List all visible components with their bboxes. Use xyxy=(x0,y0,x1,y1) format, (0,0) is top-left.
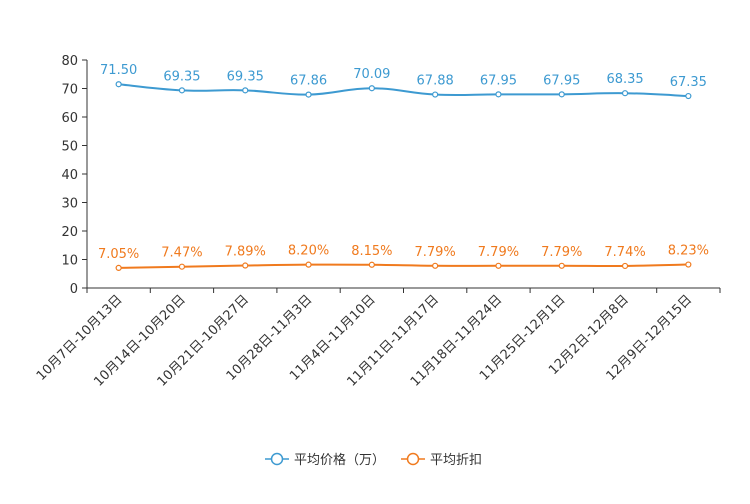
data-label: 8.15% xyxy=(351,244,392,259)
data-point xyxy=(495,262,502,269)
y-tick-label: 60 xyxy=(61,111,78,126)
series-1: 7.05% 7.47% 7.89% 8.20% 8.15% 7.79% 7.79% 7.79%… xyxy=(98,244,709,272)
data-point xyxy=(621,262,629,270)
data-point xyxy=(432,91,439,98)
data-point xyxy=(621,90,629,97)
series-line xyxy=(118,263,689,269)
data-label: 7.89% xyxy=(225,245,266,260)
legend-marker-icon xyxy=(406,452,420,466)
data-label: 7.79% xyxy=(541,245,582,260)
y-tick-label: 30 xyxy=(61,197,78,212)
data-point xyxy=(685,92,692,100)
legend: 平均价格（万） 平均折扣 xyxy=(265,452,482,468)
data-label: 68.35 xyxy=(606,72,643,87)
data-label: 69.35 xyxy=(163,69,200,84)
data-label: 67.95 xyxy=(543,73,580,88)
data-point xyxy=(558,91,565,98)
y-tick-label: 40 xyxy=(61,168,78,183)
data-label: 69.35 xyxy=(227,69,264,84)
data-point xyxy=(432,262,439,269)
data-point xyxy=(558,262,565,269)
series-line xyxy=(118,83,689,98)
data-point xyxy=(242,87,249,94)
data-point xyxy=(115,264,122,272)
data-point xyxy=(368,261,375,268)
data-label: 67.35 xyxy=(670,75,707,90)
data-label: 70.09 xyxy=(353,67,390,82)
data-label: 71.50 xyxy=(100,63,137,78)
data-point xyxy=(495,91,502,98)
data-label: 7.47% xyxy=(161,246,202,261)
data-label: 67.86 xyxy=(290,74,327,89)
data-label: 7.79% xyxy=(478,245,519,260)
data-point xyxy=(685,261,692,268)
y-tick-label: 70 xyxy=(61,83,78,98)
data-label: 7.74% xyxy=(604,245,645,260)
y-tick-label: 80 xyxy=(61,54,78,69)
legend-marker-icon xyxy=(270,452,284,466)
data-label: 8.20% xyxy=(288,244,329,259)
data-point xyxy=(305,91,312,98)
data-label: 8.23% xyxy=(668,244,709,259)
data-point xyxy=(178,87,186,94)
data-label: 67.95 xyxy=(480,73,517,88)
data-point xyxy=(305,261,312,268)
data-point xyxy=(178,263,186,270)
data-point xyxy=(368,85,375,92)
data-point xyxy=(115,81,122,88)
series-layer: 71.50 69.35 69.35 67.86 70.09 67.88 67.95 67.95… xyxy=(98,63,709,272)
series-0: 71.50 69.35 69.35 67.86 70.09 67.88 67.95 67.95… xyxy=(100,63,707,100)
y-tick-label: 10 xyxy=(61,254,78,269)
legend-item-1: 平均折扣 xyxy=(401,452,482,468)
data-label: 67.88 xyxy=(417,74,454,89)
y-tick-label: 0 xyxy=(70,282,78,297)
legend-label: 平均折扣 xyxy=(430,453,482,468)
legend-item-0: 平均价格（万） xyxy=(265,452,385,468)
data-label: 7.05% xyxy=(98,247,139,262)
axes: 0102030405060708010月7日-10月13日10月14日-10月2… xyxy=(34,54,721,390)
data-label: 7.79% xyxy=(414,245,455,260)
data-point xyxy=(242,262,249,269)
legend-label: 平均价格（万） xyxy=(294,452,385,468)
y-tick-label: 20 xyxy=(61,225,78,240)
y-tick-label: 50 xyxy=(61,140,78,155)
